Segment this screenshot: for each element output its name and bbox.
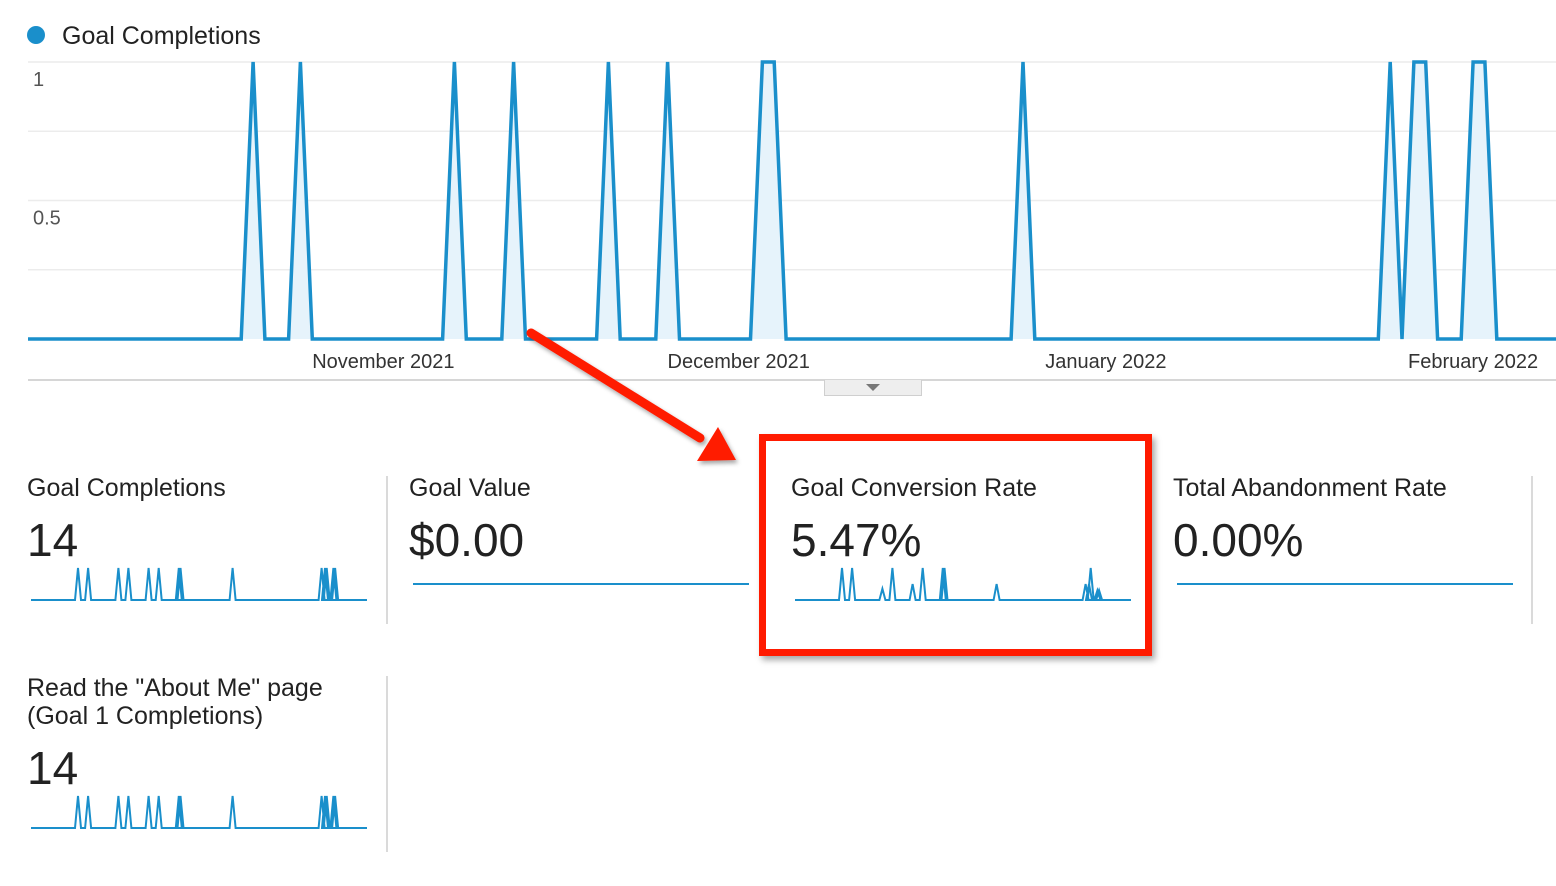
sparkline-path [795, 567, 1131, 601]
legend-dot-icon [27, 26, 45, 44]
series-area [28, 60, 1556, 341]
sparkline [1177, 583, 1513, 585]
y-axis-ticks: 10.5 [33, 69, 61, 230]
x-tick-label: February 2022 [1408, 351, 1538, 373]
metric-value: 14 [27, 514, 79, 566]
metric-label-line2: (Goal 1 Completions) [27, 702, 264, 730]
metric-divider [386, 476, 388, 624]
sparkline-path [31, 795, 367, 829]
arrow-head-icon [697, 427, 736, 461]
metric-value: 14 [27, 742, 79, 794]
metric-divider [386, 676, 388, 852]
chart-gridlines [28, 61, 1556, 271]
y-tick-label: 0.5 [33, 208, 61, 230]
metric-goal-completions[interactable]: Goal Completions 14 [27, 474, 372, 614]
caret-down-icon [866, 384, 880, 391]
sparkline [413, 583, 749, 585]
sparkline [31, 567, 367, 601]
x-tick-label: December 2021 [668, 351, 810, 373]
metric-value: 5.47% [791, 514, 922, 566]
metric-label: Goal Value [409, 474, 531, 502]
highlight-box [759, 434, 1152, 656]
sparkline [795, 567, 1131, 601]
metric-goal-1-completions[interactable]: Read the "About Me" page (Goal 1 Complet… [27, 674, 372, 844]
series-line [28, 60, 1556, 341]
metric-total-abandonment-rate[interactable]: Total Abandonment Rate 0.00% [1173, 474, 1518, 614]
goal-completions-chart: Goal Completions 10.5 November 2021 Decem… [27, 22, 1556, 381]
metric-label: Read the "About Me" page [27, 674, 323, 702]
metric-goal-value[interactable]: Goal Value $0.00 [409, 474, 754, 614]
chart-legend[interactable]: Goal Completions [27, 22, 261, 50]
x-tick-label: January 2022 [1045, 351, 1166, 373]
metric-label: Goal Conversion Rate [791, 474, 1037, 502]
sparkline [31, 795, 367, 829]
metric-label: Total Abandonment Rate [1173, 474, 1447, 502]
metric-value: 0.00% [1173, 514, 1304, 566]
x-tick-label: November 2021 [312, 351, 454, 373]
metric-value: $0.00 [409, 514, 525, 566]
legend-label: Goal Completions [62, 22, 261, 50]
collapse-chart-toggle[interactable] [824, 380, 922, 396]
metric-label: Goal Completions [27, 474, 226, 502]
x-axis-ticks: November 2021 December 2021 January 2022 Fe… [312, 351, 1538, 373]
metric-divider [1531, 476, 1533, 624]
metric-goal-conversion-rate[interactable]: Goal Conversion Rate 5.47% [791, 474, 1136, 614]
sparkline-path [31, 567, 367, 601]
y-tick-label: 1 [33, 69, 44, 91]
